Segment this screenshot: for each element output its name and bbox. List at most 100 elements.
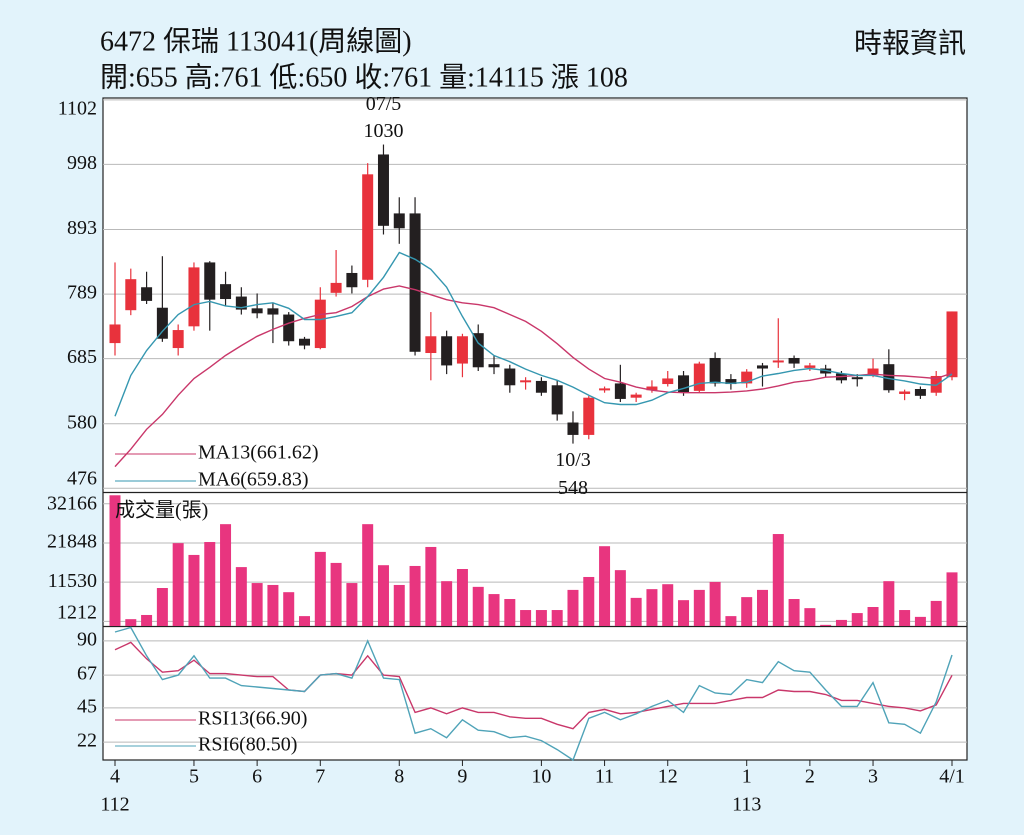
legend-label: MA6(659.83) bbox=[198, 469, 309, 491]
x-tick-label: 4 bbox=[110, 766, 120, 788]
volume-bar bbox=[756, 589, 768, 626]
volume-bar bbox=[646, 589, 658, 626]
volume-bar bbox=[883, 581, 895, 626]
y-tick-label: 11530 bbox=[48, 570, 97, 592]
x-tick-label: 9 bbox=[457, 766, 467, 788]
candle-body bbox=[188, 267, 200, 327]
candle-body bbox=[251, 308, 263, 314]
candle-body bbox=[914, 389, 926, 396]
candle-body bbox=[220, 284, 232, 300]
candle-body bbox=[709, 357, 721, 384]
volume-bar bbox=[535, 610, 547, 626]
candle-body bbox=[109, 324, 121, 344]
candle-body bbox=[409, 213, 421, 352]
volume-bar bbox=[220, 524, 232, 626]
annotation-date: 10/3 bbox=[555, 449, 591, 471]
volume-bar bbox=[425, 546, 437, 626]
candle-body bbox=[567, 422, 579, 435]
candle-body bbox=[756, 365, 768, 369]
year-label: 113 bbox=[732, 794, 761, 816]
candle-body bbox=[804, 365, 816, 368]
volume-bar bbox=[504, 599, 516, 626]
x-tick-label: 10 bbox=[531, 766, 551, 788]
candle-body bbox=[393, 213, 405, 229]
candle-body bbox=[456, 336, 468, 364]
candle-body bbox=[299, 338, 311, 346]
candle-body bbox=[772, 360, 784, 363]
volume-bar bbox=[772, 534, 784, 626]
volume-bar bbox=[125, 619, 137, 626]
volume-bar bbox=[567, 589, 579, 626]
candle-body bbox=[441, 336, 453, 366]
candle-body bbox=[946, 311, 958, 378]
candle-body bbox=[535, 380, 547, 393]
volume-bar bbox=[693, 589, 705, 626]
legend-label: RSI6(80.50) bbox=[198, 734, 297, 756]
x-tick-label: 1 bbox=[742, 766, 752, 788]
y-tick-label: 21848 bbox=[47, 531, 97, 553]
volume-bar bbox=[709, 581, 721, 626]
volume-bar bbox=[630, 597, 642, 626]
y-tick-label: 22 bbox=[77, 730, 97, 752]
candle-body bbox=[330, 282, 342, 293]
volume-bar bbox=[377, 565, 389, 626]
candle-body bbox=[583, 397, 595, 435]
candle-body bbox=[314, 299, 326, 349]
volume-bar bbox=[109, 495, 121, 626]
volume-bar bbox=[551, 610, 563, 626]
x-tick-label: 12 bbox=[658, 766, 678, 788]
legend-label: MA13(661.62) bbox=[198, 442, 319, 464]
volume-bar bbox=[867, 607, 879, 626]
candle-body bbox=[551, 385, 563, 415]
volume-bar bbox=[141, 614, 153, 626]
volume-bar bbox=[156, 588, 168, 626]
candle-body bbox=[867, 368, 879, 376]
candle-body bbox=[377, 154, 389, 226]
annotation-value: 548 bbox=[558, 477, 588, 499]
candle-body bbox=[504, 368, 516, 386]
volume-bar bbox=[741, 597, 753, 626]
x-tick-label: 11 bbox=[595, 766, 614, 788]
candle-body bbox=[488, 364, 500, 368]
candle-body bbox=[283, 314, 295, 342]
candle-body bbox=[630, 394, 642, 398]
y-tick-label: 998 bbox=[67, 152, 97, 174]
candle-body bbox=[346, 272, 358, 288]
candle-body bbox=[520, 380, 532, 383]
candle-body bbox=[172, 330, 184, 349]
y-tick-label: 1212 bbox=[57, 602, 97, 624]
volume-bar bbox=[520, 610, 532, 626]
moving-average-line bbox=[114, 285, 953, 468]
quote: 開:655 高:761 低:650 收:761 量:14115 漲 108 bbox=[100, 61, 628, 93]
volume-bar bbox=[851, 613, 863, 626]
candle-body bbox=[141, 287, 153, 301]
candle-body bbox=[851, 377, 863, 380]
volume-bar bbox=[820, 624, 832, 626]
volume-bar bbox=[599, 546, 611, 626]
y-tick-label: 45 bbox=[77, 695, 97, 717]
x-tick-label: 5 bbox=[189, 766, 199, 788]
candle-body bbox=[362, 174, 374, 280]
volume-bar bbox=[283, 592, 295, 626]
plot-frame bbox=[102, 97, 968, 761]
legend-label: RSI13(66.90) bbox=[198, 708, 307, 730]
y-tick-label: 67 bbox=[77, 663, 97, 685]
volume-bar bbox=[725, 616, 737, 626]
candle-body bbox=[693, 363, 705, 391]
candle-body bbox=[662, 378, 674, 385]
volume-bar bbox=[346, 583, 358, 626]
candle-body bbox=[788, 357, 800, 364]
volume-bar bbox=[251, 583, 263, 626]
volume-bar bbox=[235, 567, 247, 626]
volume-bar bbox=[393, 584, 405, 626]
rsi-line bbox=[114, 641, 953, 730]
x-tick-label: 7 bbox=[315, 766, 325, 788]
candle-body bbox=[646, 386, 658, 391]
volume-bar bbox=[172, 543, 184, 626]
volume-bar bbox=[788, 599, 800, 626]
volume-bar bbox=[835, 619, 847, 626]
volume-bar bbox=[409, 565, 421, 626]
y-tick-label: 789 bbox=[67, 282, 97, 304]
volume-bar bbox=[441, 581, 453, 626]
